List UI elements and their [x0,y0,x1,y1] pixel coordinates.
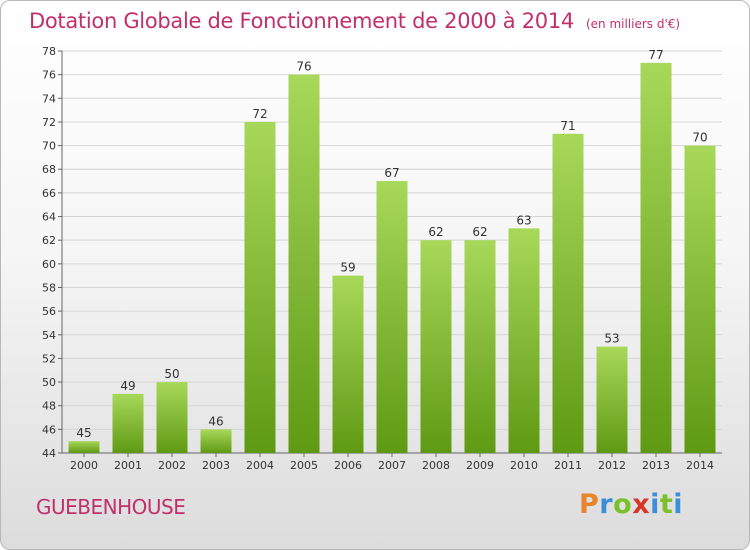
y-tick-label: 68 [42,163,56,176]
chart-unit: (en milliers d'€) [585,17,681,31]
bar-2000 [68,441,100,453]
y-tick-label: 50 [42,376,56,389]
logo-letter: x [632,489,651,520]
value-label-2011: 71 [560,119,575,133]
y-tick-label: 52 [42,352,56,365]
x-tick-label-2006: 2006 [334,459,362,472]
x-tick-label-2011: 2011 [554,459,582,472]
value-label-2006: 59 [340,261,355,275]
value-label-2002: 50 [164,367,179,381]
y-tick-label: 46 [42,423,56,436]
y-tick-label: 56 [42,305,56,318]
y-tick-label: 54 [42,329,56,342]
x-tick-label-2002: 2002 [158,459,186,472]
bar-2011 [552,133,584,453]
bar-2007 [376,181,408,453]
bar-2009 [464,240,496,453]
chart-title: Dotation Globale de Fonctionnement de 20… [29,9,680,33]
logo-letter: t [659,489,674,520]
y-tick-label: 64 [42,211,56,224]
chart-title-text: Dotation Globale de Fonctionnement de 20… [29,9,574,33]
y-tick-label: 66 [42,187,56,200]
y-tick-label: 72 [42,116,56,129]
value-label-2001: 49 [120,379,135,393]
bar-2004 [244,121,276,454]
logo-letter: P [579,489,600,520]
bar-2008 [420,240,452,453]
x-tick-label-2014: 2014 [686,459,714,472]
bar-2002 [156,382,188,453]
x-tick-label-2010: 2010 [510,459,538,472]
x-tick-label-2001: 2001 [114,459,142,472]
value-label-2010: 63 [516,213,531,227]
bar-2005 [288,74,320,453]
x-tick-label-2013: 2013 [642,459,670,472]
y-tick-label: 74 [42,92,56,105]
labels: 44 46 48 50 52 54 56 58 60 62 64 66 68 70 72 74 76 78 45 20… [42,45,714,472]
value-label-2000: 45 [76,426,91,440]
x-tick-label-2009: 2009 [466,459,494,472]
logo-letter: i [673,489,684,520]
y-tick-label: 48 [42,400,56,413]
y-tick-label: 58 [42,281,56,294]
x-tick-label-2008: 2008 [422,459,450,472]
logo-letter: i [650,489,660,520]
value-label-2014: 70 [692,131,707,145]
x-tick-label-2007: 2007 [378,459,406,472]
value-label-2013: 77 [648,48,663,62]
bar-2012 [596,346,628,453]
x-tick-label-2004: 2004 [246,459,274,472]
y-tick-label: 78 [42,45,56,58]
y-tick-label: 60 [42,258,56,271]
value-label-2009: 62 [472,225,487,239]
value-label-2003: 46 [208,414,223,428]
x-tick-label-2000: 2000 [70,459,98,472]
bars [68,62,716,454]
bar-2001 [112,393,144,453]
x-tick-label-2005: 2005 [290,459,318,472]
y-tick-label: 76 [42,69,56,82]
value-label-2005: 76 [296,60,311,74]
proxiti-logo[interactable]: Proxiti [579,489,683,520]
value-label-2008: 62 [428,225,443,239]
bar-2014 [684,145,716,453]
y-tick-label: 62 [42,234,56,247]
bar-2010 [508,228,540,453]
y-tick-label: 44 [42,447,56,460]
logo-letter: r [599,489,614,520]
bar-2003 [200,429,232,453]
x-tick-label-2012: 2012 [598,459,626,472]
bar-2013 [640,62,672,454]
value-label-2007: 67 [384,166,399,180]
value-label-2012: 53 [604,332,619,346]
value-label-2004: 72 [252,107,267,121]
y-tick-label: 70 [42,140,56,153]
logo-letter: o [613,489,633,520]
city-name: GUEBENHOUSE [36,495,186,519]
x-tick-label-2003: 2003 [202,459,230,472]
bar-2006 [332,275,364,453]
